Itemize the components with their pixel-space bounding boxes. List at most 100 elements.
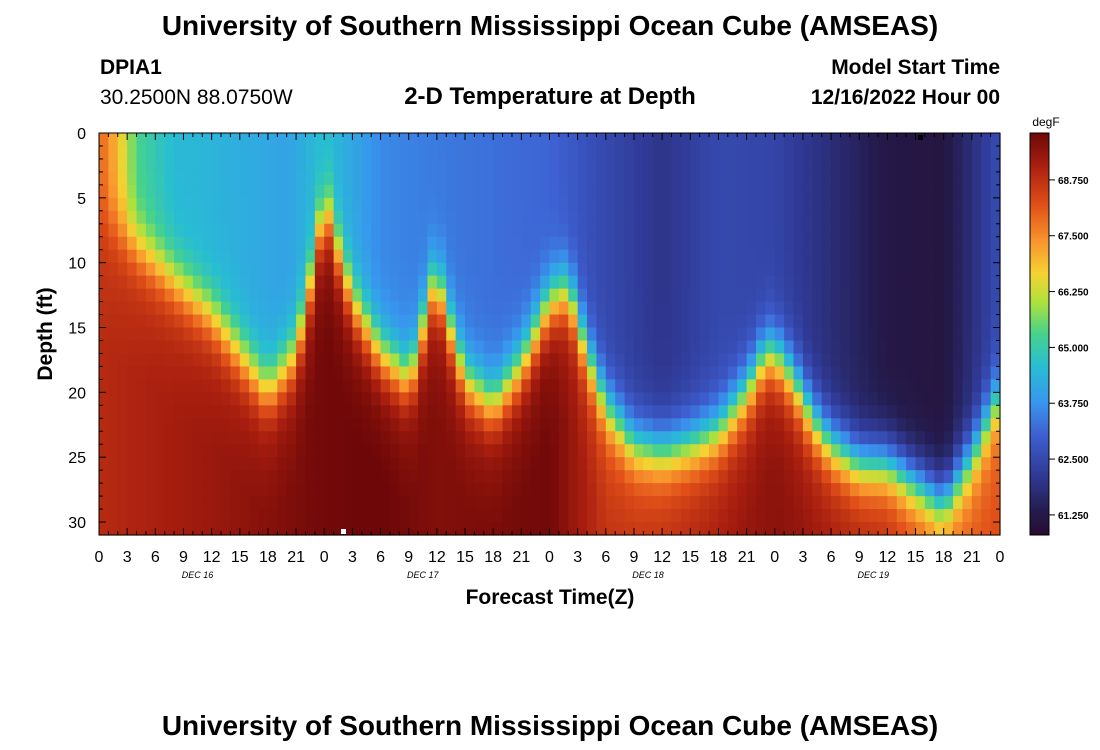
heatmap-cell bbox=[249, 444, 260, 458]
heatmap-cell bbox=[314, 145, 325, 160]
heatmap-cell bbox=[587, 288, 598, 303]
heatmap-cell bbox=[624, 431, 635, 445]
heatmap-cell bbox=[230, 509, 241, 523]
heatmap-cell bbox=[699, 496, 710, 510]
heatmap-cell bbox=[643, 275, 654, 290]
model-start-value: 12/16/2022 Hour 00 bbox=[810, 86, 1000, 109]
heatmap-cell bbox=[521, 353, 532, 368]
heatmap-cell bbox=[521, 262, 532, 277]
heatmap-cell bbox=[202, 171, 213, 186]
heatmap-cell bbox=[286, 301, 297, 316]
heatmap-cell bbox=[455, 158, 466, 173]
heatmap-cell bbox=[633, 288, 644, 303]
heatmap-cell bbox=[596, 392, 607, 406]
heatmap-cell bbox=[258, 145, 269, 160]
heatmap-cell bbox=[511, 171, 522, 186]
heatmap-cell bbox=[183, 496, 194, 510]
heatmap-cell bbox=[202, 301, 213, 316]
heatmap-cell bbox=[174, 145, 185, 160]
heatmap-cell bbox=[511, 418, 522, 432]
heatmap-cell bbox=[549, 249, 560, 264]
heatmap-cell bbox=[802, 262, 813, 277]
heatmap-cell bbox=[953, 236, 964, 251]
heatmap-cell bbox=[155, 145, 166, 160]
heatmap-cell bbox=[990, 314, 1001, 329]
heatmap-cell bbox=[305, 184, 316, 199]
heatmap-cell bbox=[145, 483, 156, 497]
heatmap-cell bbox=[784, 249, 795, 264]
heatmap-cell bbox=[868, 262, 879, 277]
heatmap-cell bbox=[737, 392, 748, 406]
heatmap-cell bbox=[446, 223, 457, 238]
heatmap-cell bbox=[671, 483, 682, 497]
heatmap-cell bbox=[587, 483, 598, 497]
heatmap-cell bbox=[427, 249, 438, 264]
heatmap-cell bbox=[286, 457, 297, 471]
heatmap-cell bbox=[502, 288, 513, 303]
heatmap-cell bbox=[831, 496, 842, 510]
heatmap-cell bbox=[934, 236, 945, 251]
heatmap-cell bbox=[849, 288, 860, 303]
heatmap-cell bbox=[840, 171, 851, 186]
heatmap-cell bbox=[906, 444, 917, 458]
heatmap-cell bbox=[605, 483, 616, 497]
heatmap-cell bbox=[446, 470, 457, 484]
heatmap-cell bbox=[286, 249, 297, 264]
heatmap-cell bbox=[324, 470, 335, 484]
heatmap-cell bbox=[737, 431, 748, 445]
heatmap-cell bbox=[962, 262, 973, 277]
heatmap-cell bbox=[483, 418, 494, 432]
heatmap-cell bbox=[587, 444, 598, 458]
heatmap-cell bbox=[643, 366, 654, 380]
heatmap-cell bbox=[915, 366, 926, 380]
heatmap-cell bbox=[802, 379, 813, 393]
heatmap-cell bbox=[258, 249, 269, 264]
heatmap-cell bbox=[446, 483, 457, 497]
heatmap-cell bbox=[530, 314, 541, 329]
heatmap-cell bbox=[408, 340, 419, 355]
heatmap-cell bbox=[568, 496, 579, 510]
heatmap-cell bbox=[662, 418, 673, 432]
heatmap-cell bbox=[605, 158, 616, 173]
heatmap-cell bbox=[221, 431, 231, 445]
heatmap-cell bbox=[971, 418, 982, 432]
heatmap-cell bbox=[286, 327, 297, 342]
heatmap-cell bbox=[389, 236, 400, 251]
heatmap-cell bbox=[202, 145, 213, 160]
heatmap-cell bbox=[924, 262, 935, 277]
heatmap-cell bbox=[849, 405, 860, 419]
heatmap-cell bbox=[192, 470, 203, 484]
heatmap-cell bbox=[558, 431, 569, 445]
heatmap-cell bbox=[521, 418, 532, 432]
heatmap-cell bbox=[849, 262, 860, 277]
heatmap-cell bbox=[540, 249, 551, 264]
heatmap-cell bbox=[136, 275, 147, 290]
heatmap-cell bbox=[699, 288, 710, 303]
heatmap-cell bbox=[943, 418, 954, 432]
heatmap-cell bbox=[877, 288, 888, 303]
heatmap-cell bbox=[802, 223, 813, 238]
heatmap-cell bbox=[943, 431, 954, 445]
heatmap-cell bbox=[427, 431, 438, 445]
heatmap-cell bbox=[680, 275, 691, 290]
heatmap-cell bbox=[521, 444, 532, 458]
heatmap-cell bbox=[924, 301, 935, 316]
heatmap-cell bbox=[699, 457, 710, 471]
heatmap-cell bbox=[887, 340, 898, 355]
heatmap-cell bbox=[821, 301, 832, 316]
heatmap-cell bbox=[934, 223, 945, 238]
heatmap-cell bbox=[155, 262, 166, 277]
heatmap-cell bbox=[202, 158, 213, 173]
heatmap-cell bbox=[577, 327, 588, 342]
x-tick-label: 15 bbox=[231, 549, 249, 566]
heatmap-cell bbox=[361, 496, 372, 510]
heatmap-cell bbox=[624, 405, 635, 419]
heatmap-cell bbox=[474, 145, 485, 160]
heatmap-cell bbox=[324, 133, 335, 147]
heatmap-cell bbox=[296, 236, 307, 251]
heatmap-cell bbox=[671, 327, 682, 342]
heatmap-cell bbox=[643, 133, 654, 147]
heatmap-cell bbox=[333, 340, 344, 355]
heatmap-cell bbox=[164, 431, 175, 445]
heatmap-cell bbox=[249, 353, 260, 368]
